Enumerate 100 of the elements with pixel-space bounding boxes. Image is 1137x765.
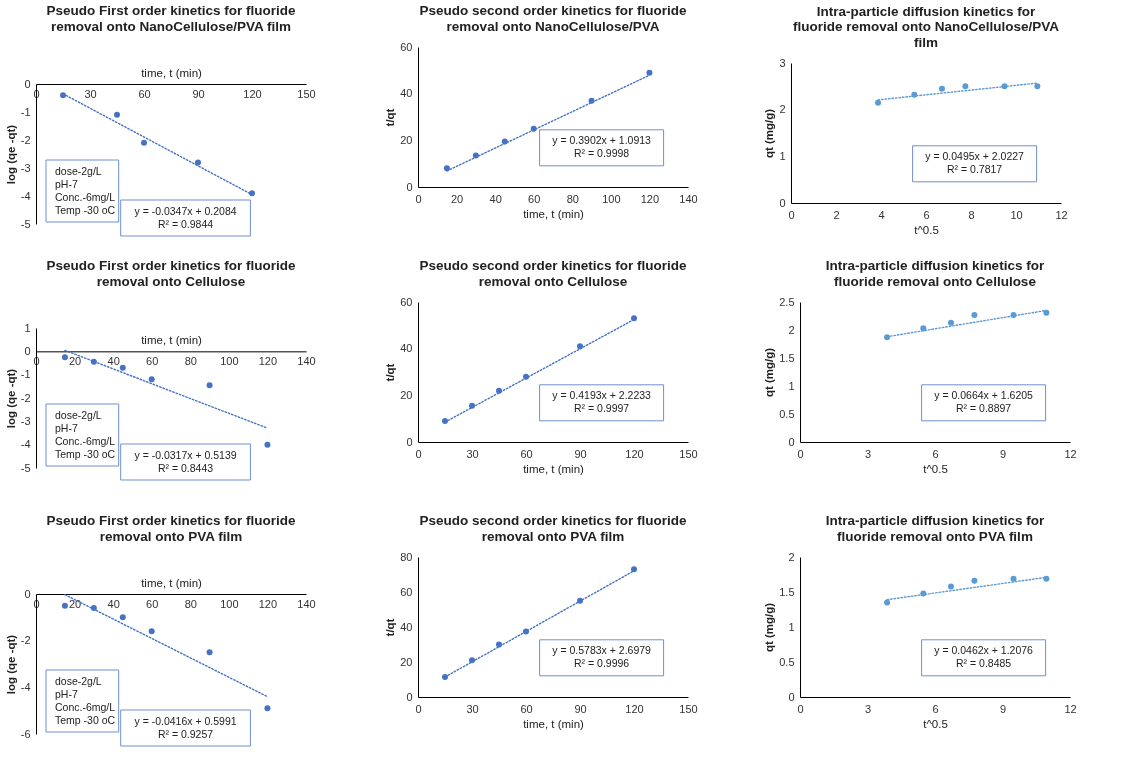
point: [530, 125, 537, 132]
annotation: Conc.-6mg/L: [55, 700, 116, 713]
point: [148, 628, 155, 635]
x-tick-label: 4: [878, 208, 885, 221]
x-tick-label: 60: [528, 192, 541, 205]
y-tick-label: -1: [20, 105, 31, 118]
x-tick-label: 150: [679, 447, 698, 460]
point: [646, 69, 653, 76]
x-tick-label: 40: [489, 192, 502, 205]
y-tick-label: 60: [400, 40, 413, 53]
x-tick-label: 8: [968, 208, 975, 221]
annotation: y = 0.0462x + 1.2076: [934, 644, 1034, 657]
point: [938, 85, 945, 92]
y-tick-label: 1: [24, 321, 31, 334]
y-tick-label: -2: [20, 634, 31, 647]
y-tick-label: -2: [20, 133, 31, 146]
y-tick-label: 80: [400, 550, 413, 563]
x-tick-label: 0: [415, 192, 422, 205]
x-tick-label: 90: [574, 447, 587, 460]
point: [1043, 575, 1050, 582]
y-tick-label: 3: [779, 56, 786, 69]
y-tick-label: 20: [400, 655, 413, 668]
annotation: dose-2g/L: [55, 164, 102, 177]
annotation: Temp -30 oC: [55, 203, 116, 216]
annotation: R² = 0.9844: [157, 217, 214, 230]
x-tick-label: 3: [864, 702, 872, 715]
x-tick-label: 60: [146, 354, 159, 367]
x-axis-title: time, t (min): [141, 576, 203, 589]
x-tick-label: 12: [1064, 702, 1077, 715]
x-tick-label: 0: [797, 702, 804, 715]
x-tick-label: 9: [999, 702, 1007, 715]
point: [469, 402, 475, 409]
point: [501, 138, 508, 145]
x-tick-label: 30: [84, 87, 97, 100]
y-axis-title: t/qt: [384, 363, 397, 382]
x-axis-title: time, t (min): [523, 717, 585, 730]
x-tick-label: 100: [220, 354, 239, 367]
annotation: R² = 0.8485: [956, 657, 1012, 670]
point: [971, 577, 978, 584]
x-tick-label: 150: [297, 87, 316, 100]
x-tick-label: 120: [625, 447, 644, 460]
x-tick-label: 150: [679, 702, 698, 715]
x-tick-label: 60: [146, 597, 159, 610]
annotation: R² = 0.7817: [947, 163, 1003, 176]
x-tick-label: 6: [923, 208, 930, 221]
point: [206, 649, 213, 656]
x-tick-label: 60: [520, 447, 533, 460]
y-tick-label: 0: [24, 77, 31, 90]
chart-title: Intra-particle diffusion kinetics for fluoride removal onto NanoCellulose/PVA film: [792, 3, 1060, 50]
x-tick-label: 6: [932, 702, 939, 715]
annotation: Conc.-6mg/L: [55, 434, 116, 447]
chart-title: Pseudo second order kinetics for fluoride removal onto PVA film: [419, 513, 688, 544]
point: [884, 334, 891, 341]
x-tick-label: 80: [184, 354, 197, 367]
x-tick-label: 120: [640, 192, 660, 205]
x-tick-label: 20: [450, 192, 464, 205]
point: [1010, 575, 1017, 582]
y-tick-label: 0: [406, 690, 413, 703]
x-tick-label: 12: [1064, 447, 1077, 460]
annotation: dose-2g/L: [55, 408, 102, 421]
x-tick-label: 80: [184, 597, 197, 610]
annotation: y = 0.4193x + 2.2233: [552, 389, 652, 402]
x-tick-label: 140: [679, 192, 698, 205]
x-tick-label: 40: [107, 597, 120, 610]
y-axis-title: log (qe -qt): [4, 634, 17, 695]
chart-title: Pseudo First order kinetics for fluoride removal onto PVA film: [46, 513, 297, 544]
y-axis-title: qt (mg/g): [763, 108, 776, 159]
point: [61, 354, 68, 361]
annotation: y = 0.0495x + 2.0227: [925, 150, 1025, 163]
y-tick-label: 40: [400, 342, 413, 355]
x-axis-title: t^0.5: [923, 717, 948, 730]
chart-title: Intra-particle diffusion kinetics for fluoride removal onto Cellulose: [825, 258, 1045, 289]
point: [148, 376, 155, 383]
x-axis-title: time, t (min): [141, 66, 203, 79]
x-tick-label: 120: [258, 597, 278, 610]
point: [1001, 83, 1008, 90]
x-tick-label: 0: [415, 702, 422, 715]
x-tick-label: 90: [192, 87, 205, 100]
point: [523, 373, 529, 380]
y-tick-label: 0: [788, 435, 795, 448]
annotation: R² = 0.9996: [574, 657, 630, 670]
annotation: Temp -30 oC: [55, 713, 116, 726]
x-axis-title: t^0.5: [923, 462, 948, 475]
y-tick-label: 0: [406, 435, 413, 448]
x-tick-label: 0: [797, 447, 804, 460]
x-tick-label: 30: [466, 447, 479, 460]
x-tick-label: 6: [932, 447, 939, 460]
y-axis-title: log (qe -qt): [4, 124, 17, 185]
x-tick-label: 140: [297, 597, 316, 610]
x-tick-label: 20: [68, 354, 82, 367]
annotation: dose-2g/L: [55, 674, 102, 687]
annotation: pH-7: [55, 687, 78, 700]
point: [1034, 83, 1041, 90]
point: [577, 343, 583, 350]
point: [119, 614, 126, 621]
y-tick-label: 0.5: [779, 655, 795, 668]
x-tick-label: 10: [1010, 208, 1023, 221]
point: [962, 83, 969, 90]
point: [469, 657, 475, 664]
point: [442, 673, 448, 680]
